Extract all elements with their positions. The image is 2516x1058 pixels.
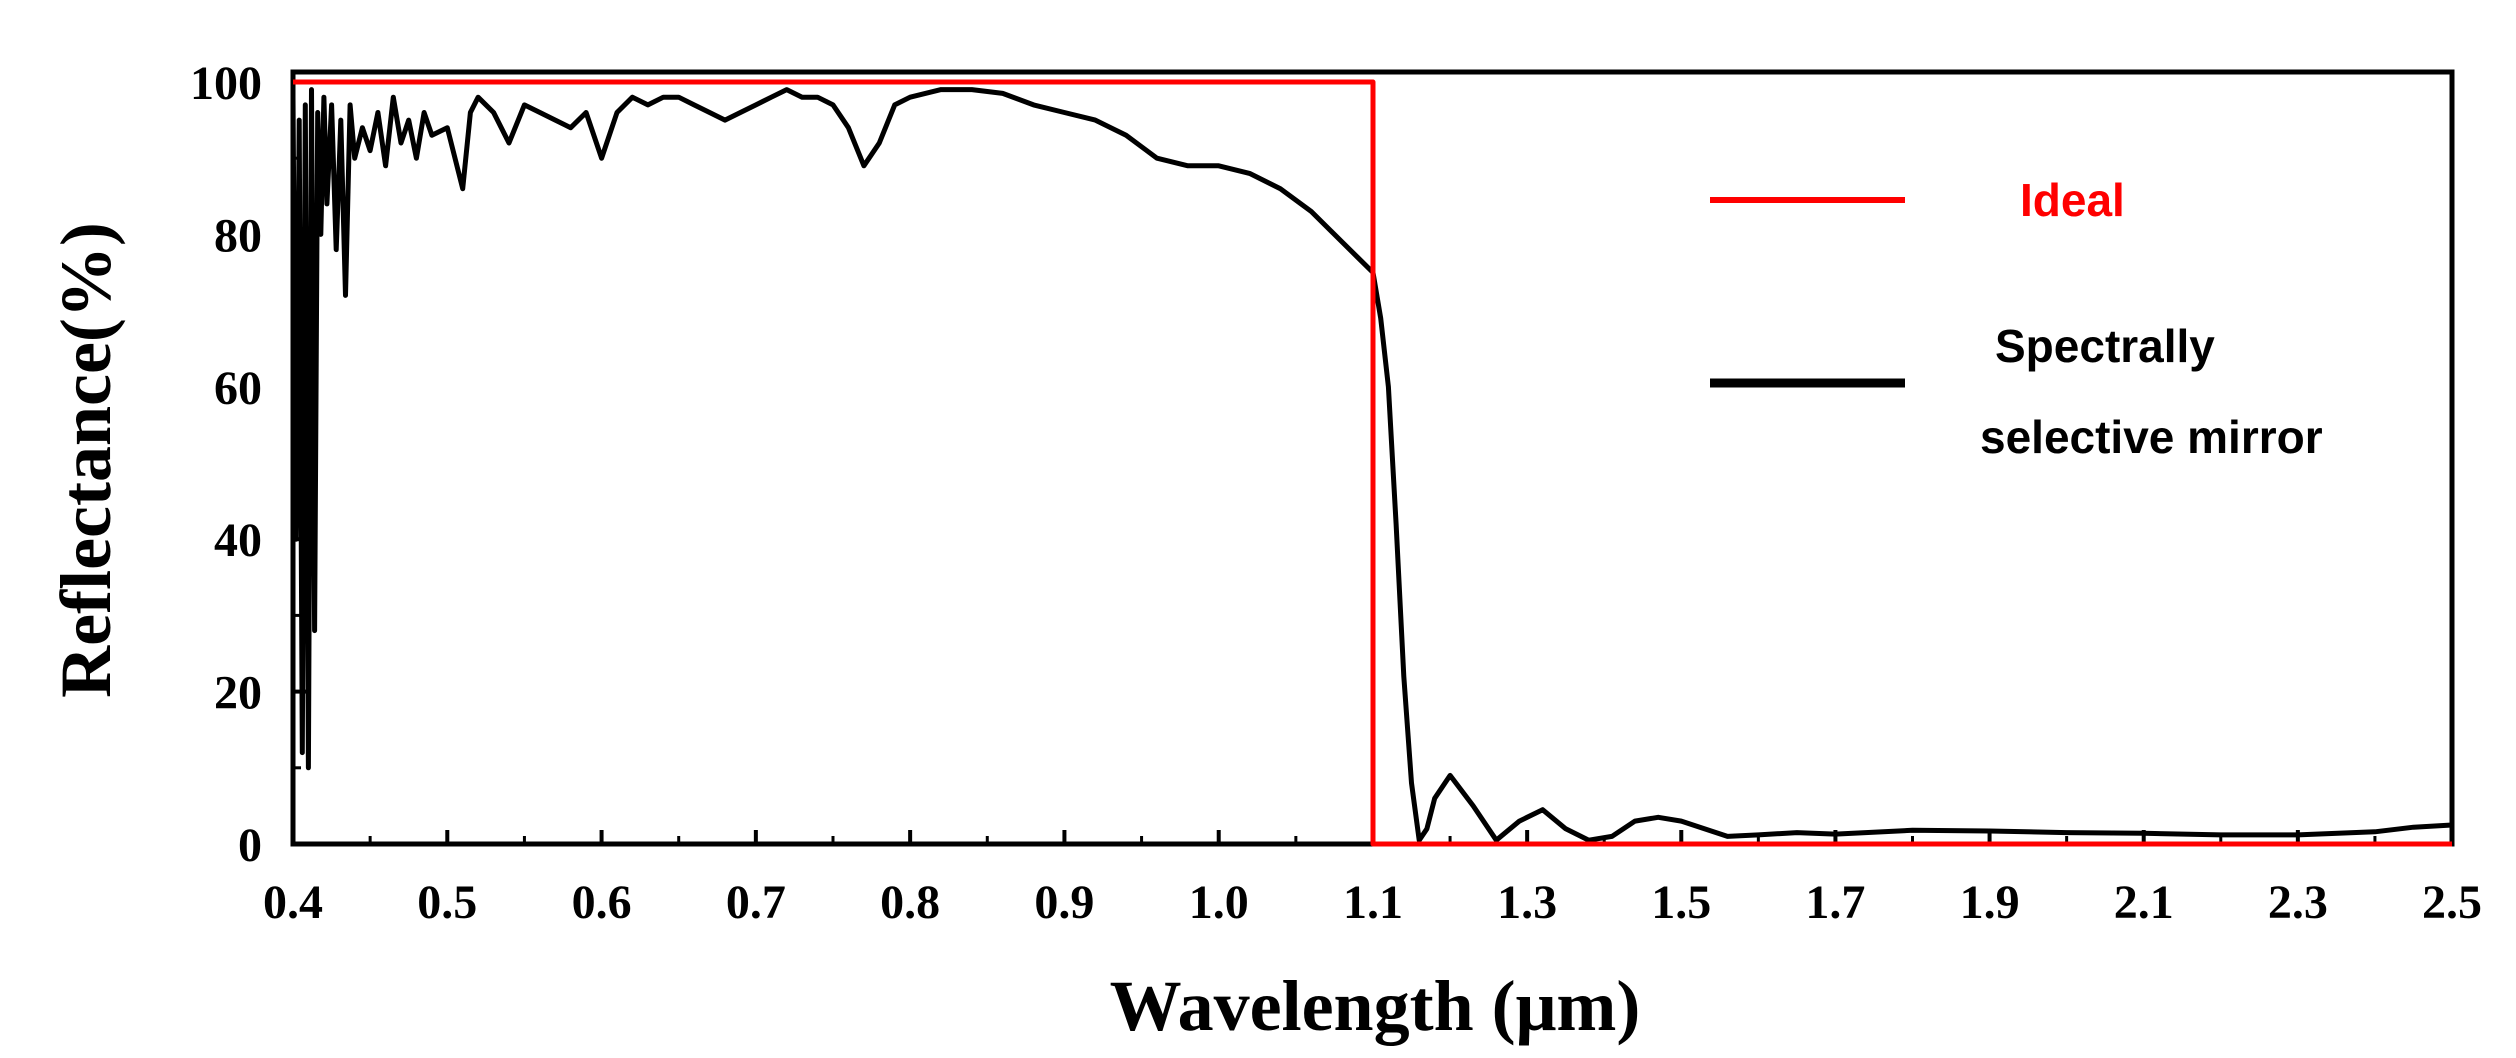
y-axis-ticks: 0 20 40 60 80 100 — [190, 57, 307, 872]
series-mirror-line — [290, 87, 2453, 843]
x-tick-label: 1.3 — [1497, 876, 1557, 929]
x-tick-label: 2.1 — [2114, 876, 2174, 929]
x-tick-label: 1.9 — [1960, 876, 2020, 929]
y-axis-title: Reflectance(%) — [46, 222, 126, 698]
legend-ideal-label: Ideal — [2020, 174, 2125, 226]
x-tick-label: 0.5 — [417, 876, 477, 929]
x-tick-label: 0.8 — [880, 876, 940, 929]
y-tick-label: 80 — [214, 209, 262, 262]
x-tick-label: 0.6 — [572, 876, 632, 929]
x-axis-title: Wavelength (μm) — [1110, 966, 1641, 1046]
x-tick-label: 2.5 — [2422, 876, 2482, 929]
x-tick-label: 0.9 — [1034, 876, 1094, 929]
x-tick-label: 1.5 — [1651, 876, 1711, 929]
y-tick-label: 20 — [214, 667, 262, 720]
x-tick-label: 1.1 — [1343, 876, 1403, 929]
x-tick-label: 2.3 — [2268, 876, 2328, 929]
y-tick-label: 40 — [214, 514, 262, 567]
x-tick-label: 1.0 — [1189, 876, 1249, 929]
x-axis-ticks: 0.4 0.5 0.6 0.7 0.8 0.9 1.0 1.1 1.3 1.5 1.7 1.9 2.1 2… — [263, 830, 2482, 929]
y-tick-label: 100 — [190, 57, 262, 110]
y-tick-label: 60 — [214, 362, 262, 415]
x-tick-label: 0.4 — [263, 876, 323, 929]
x-tick-label: 1.7 — [1805, 876, 1865, 929]
legend-mirror-label-line2: selective mirror — [1980, 411, 2323, 463]
x-tick-label: 0.7 — [726, 876, 786, 929]
series-ideal-line — [293, 79, 2452, 847]
legend-mirror-label-line1: Spectrally — [1995, 320, 2215, 372]
series-layer — [290, 79, 2453, 847]
legend: Ideal Spectrally selective mirror — [1710, 174, 2323, 463]
y-tick-label: 0 — [238, 819, 262, 872]
